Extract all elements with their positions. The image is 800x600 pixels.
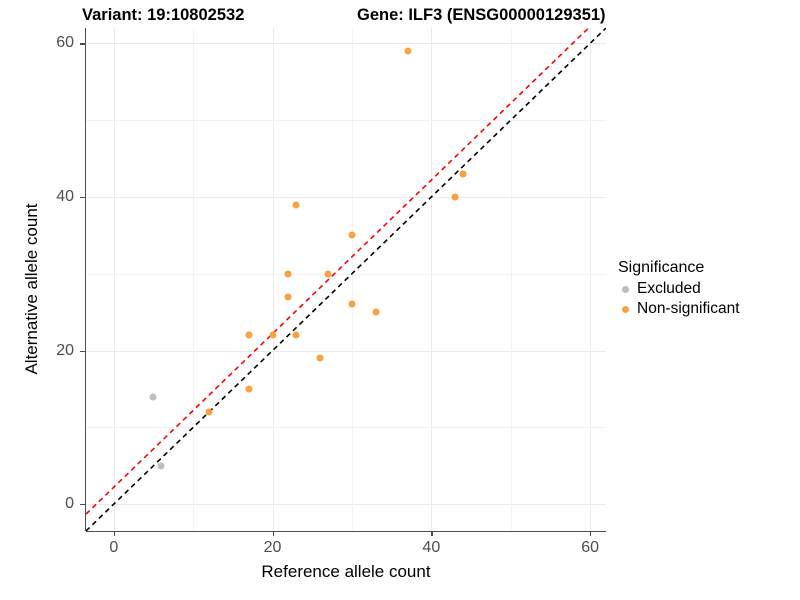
legend: Significance Excluded Non-significant — [618, 259, 798, 319]
reference-line-fit — [86, 28, 590, 515]
legend-item-non-significant[interactable]: Non-significant — [618, 299, 798, 319]
x-axis-tick — [272, 531, 274, 536]
gridline-vertical — [431, 28, 433, 531]
data-point — [404, 47, 412, 55]
legend-key-icon — [618, 302, 633, 317]
x-axis-tick — [590, 531, 592, 536]
x-axis-tick-label: 0 — [109, 539, 119, 556]
gridline-vertical — [590, 28, 592, 531]
data-point — [348, 300, 356, 308]
legend-item-label: Non-significant — [637, 300, 740, 317]
data-point — [316, 354, 324, 362]
plot-area — [86, 28, 606, 531]
x-axis-tick — [113, 531, 115, 536]
gridline-vertical — [193, 28, 195, 531]
gridline-horizontal — [86, 273, 606, 275]
gridline-horizontal — [86, 504, 606, 506]
y-axis-tick — [79, 196, 85, 199]
legend-dot-icon — [622, 285, 629, 293]
gridline-horizontal — [86, 196, 606, 198]
data-point — [157, 462, 165, 470]
y-axis-title: Alternative allele count — [22, 203, 41, 375]
gridline-vertical — [510, 28, 512, 531]
reference-lines — [86, 28, 606, 531]
y-axis-tick-label: 20 — [56, 341, 74, 359]
data-point — [372, 308, 380, 316]
reference-line-identity — [86, 28, 606, 531]
data-point — [284, 270, 292, 278]
x-axis-line — [86, 531, 606, 533]
x-axis-tick-label: 20 — [263, 539, 282, 556]
data-point — [459, 170, 467, 178]
legend-entries: Excluded Non-significant — [618, 279, 798, 319]
x-axis-tick — [431, 531, 433, 536]
y-axis-tick — [79, 43, 85, 45]
title-variant: Variant: 19:10802532 — [82, 6, 245, 24]
x-axis-tick-label: 40 — [422, 539, 441, 556]
x-axis-tick-label: 60 — [581, 539, 600, 556]
data-point — [292, 331, 300, 339]
legend-dot-icon — [622, 305, 629, 313]
legend-item-excluded[interactable]: Excluded — [618, 279, 798, 299]
gridline-horizontal — [86, 350, 606, 352]
gridline-horizontal — [86, 427, 606, 429]
data-point — [292, 201, 300, 209]
y-axis-tick — [79, 350, 85, 352]
data-point — [205, 408, 213, 416]
plot-panel — [86, 28, 606, 531]
y-axis-tick-label: 40 — [56, 187, 74, 205]
y-axis-tick-label: 0 — [65, 495, 74, 513]
gridline-vertical — [351, 28, 353, 531]
data-point — [348, 231, 356, 239]
gridline-horizontal — [86, 120, 606, 122]
legend-item-label: Excluded — [637, 280, 701, 297]
legend-key-icon — [618, 282, 633, 297]
title-gene: Gene: ILF3 (ENSG00000129351) — [357, 6, 606, 24]
data-point — [269, 331, 277, 339]
x-axis-title: Reference allele count — [261, 562, 431, 581]
y-axis-line — [84, 28, 86, 531]
data-point — [451, 193, 459, 201]
data-point — [284, 293, 292, 301]
data-point — [149, 393, 157, 401]
gridline-horizontal — [86, 43, 606, 45]
legend-title: Significance — [618, 259, 705, 276]
gridline-vertical — [113, 28, 115, 531]
y-axis-tick-label: 60 — [56, 34, 74, 52]
data-point — [245, 331, 253, 339]
gridline-vertical — [272, 28, 274, 531]
y-axis-tick — [79, 504, 85, 506]
plot-title: Variant: 19:10802532 Gene: ILF3 (ENSG000… — [0, 4, 690, 30]
data-point — [245, 385, 253, 393]
data-point — [324, 270, 332, 278]
